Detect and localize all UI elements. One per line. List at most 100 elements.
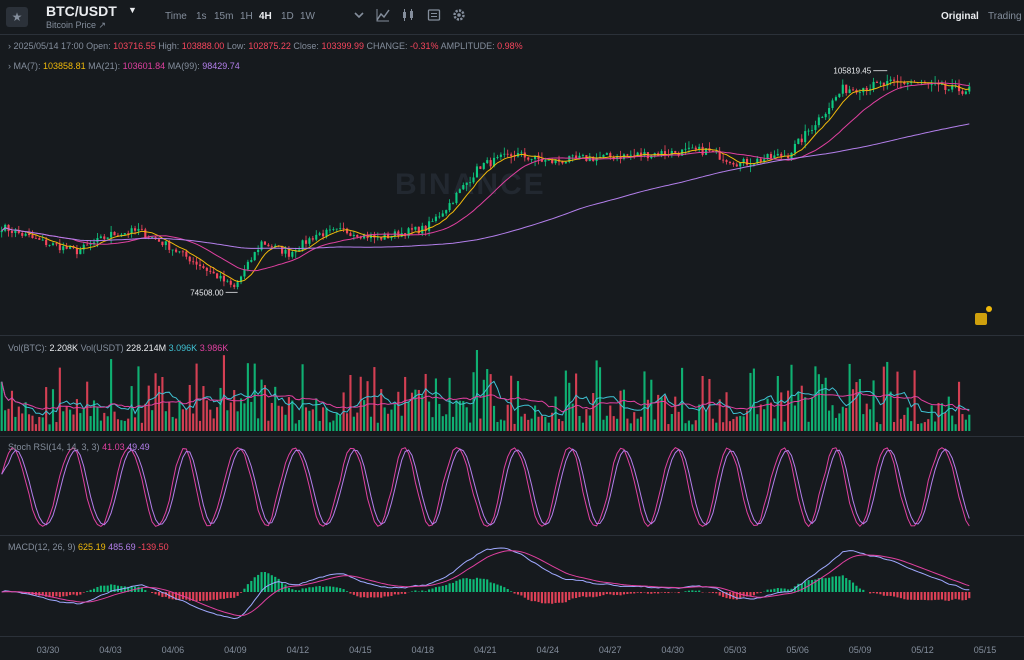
symbol-subtitle[interactable]: Bitcoin Price ↗ [46, 20, 107, 30]
symbol-dropdown-chevron-icon[interactable]: ▼ [128, 5, 137, 15]
volume-bar [834, 417, 838, 431]
candle-body [390, 236, 393, 239]
volume-bar [31, 415, 34, 431]
macd-hist-bar [4, 590, 7, 592]
tab-4h[interactable]: 4H [259, 11, 272, 22]
candle-body [828, 108, 831, 114]
volume-bar [110, 359, 113, 431]
x-tick-label: 04/12 [286, 645, 310, 655]
tab-original[interactable]: Original [941, 11, 979, 22]
candle-body [178, 251, 181, 253]
volume-bar [698, 404, 701, 431]
pane-divider-macd[interactable] [0, 535, 1024, 536]
candle-body [872, 81, 875, 89]
candle-body [578, 155, 581, 159]
tab-1h[interactable]: 1H [240, 11, 253, 22]
candle-body [824, 113, 827, 118]
candle-body [335, 228, 338, 230]
candle-body [513, 156, 516, 157]
candle-body [434, 216, 437, 222]
candle-body [677, 152, 680, 156]
screenshot-icon[interactable] [427, 8, 441, 22]
candle-body [657, 153, 660, 156]
tab-time[interactable]: Time [165, 11, 187, 22]
candle-body [356, 234, 359, 238]
macd-hist-bar [739, 592, 742, 599]
volume-bar [923, 422, 926, 431]
volume-bar [944, 412, 947, 431]
candle-body [711, 150, 714, 152]
volume-bar [595, 360, 598, 431]
volume-bar [571, 403, 574, 431]
volume-bar [92, 400, 96, 431]
volume-bar [732, 419, 735, 431]
macd-hist-bar [311, 587, 314, 592]
volume-bar [133, 417, 137, 431]
volume-bar [828, 410, 831, 431]
tab-15m[interactable]: 15m [214, 11, 234, 22]
close-label: Close: [293, 41, 319, 51]
candle-body [397, 231, 400, 237]
candle-body [954, 85, 957, 86]
chevron-down-icon[interactable] [352, 8, 366, 22]
macd-hist-bar [903, 592, 906, 600]
candle-body [325, 229, 328, 237]
macd-hist-bar [349, 592, 352, 594]
candle-body [127, 233, 130, 234]
volume-bar [704, 410, 708, 431]
volume-bar [380, 389, 383, 431]
volume-bar [407, 402, 410, 431]
macd-hist-bar [428, 589, 431, 592]
candle-body [328, 229, 331, 231]
volume-bar [301, 364, 304, 431]
candle-body [287, 249, 290, 257]
pane-divider-stoch[interactable] [0, 436, 1024, 437]
macd-hist-bar [363, 592, 366, 598]
volume-bar [557, 418, 561, 431]
volume-bar [879, 424, 882, 431]
tab-1w[interactable]: 1W [300, 11, 315, 22]
macd-hist-bar [140, 587, 143, 592]
volume-bar [516, 381, 520, 431]
candle-body [270, 246, 273, 248]
volume-bar [0, 381, 3, 431]
ma99-value: 98429.74 [202, 61, 240, 71]
indicators-icon[interactable] [376, 8, 390, 22]
candle-body [21, 232, 24, 236]
collapse-chevron-icon[interactable]: › [8, 41, 11, 51]
macd-hist-bar [31, 592, 34, 595]
volume-bar [821, 384, 824, 431]
settings-icon[interactable] [452, 8, 466, 22]
tab-trading[interactable]: Trading [988, 11, 1022, 22]
volume-bar [120, 420, 123, 431]
ma-info-row: › MA(7): 103858.81 MA(21): 103601.84 MA(… [8, 61, 240, 71]
macd-hist-bar [431, 588, 434, 592]
volume-bar [188, 384, 191, 431]
alert-bell-icon[interactable] [975, 313, 987, 325]
candle-type-icon[interactable] [401, 8, 415, 22]
volume-bar [339, 415, 342, 431]
symbol-title[interactable]: BTC/USDT [46, 3, 117, 19]
volume-bar [954, 424, 957, 431]
volume-bar [72, 414, 75, 431]
favorite-star-icon[interactable]: ★ [6, 7, 28, 27]
volume-bar [263, 385, 267, 431]
candle-body [188, 256, 191, 262]
volume-bar [198, 420, 202, 431]
volume-bar [304, 407, 308, 431]
volume-bar [7, 408, 10, 431]
macd-hist-bar [879, 592, 882, 595]
x-tick-label: 04/09 [224, 645, 247, 655]
tab-1d[interactable]: 1D [281, 11, 294, 22]
pane-divider-volume[interactable] [0, 335, 1024, 336]
ma-chevron-icon[interactable]: › [8, 61, 11, 71]
high-label: High: [158, 41, 180, 51]
macd-hist-bar [157, 592, 161, 596]
candle-body [4, 224, 7, 231]
volume-bar [448, 377, 451, 431]
macd-hist-bar [636, 592, 639, 593]
candle-body [735, 164, 738, 167]
macd-hist-bar [605, 592, 608, 595]
tab-1s[interactable]: 1s [196, 11, 207, 22]
